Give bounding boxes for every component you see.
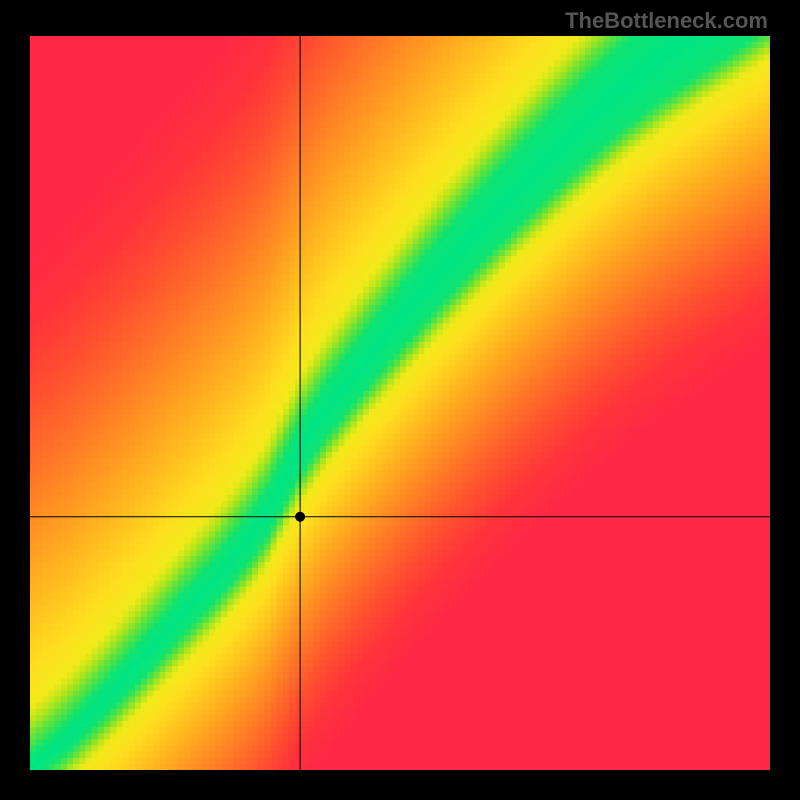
watermark-text: TheBottleneck.com — [565, 8, 768, 34]
bottleneck-heatmap — [30, 36, 770, 770]
chart-container: TheBottleneck.com — [0, 0, 800, 800]
